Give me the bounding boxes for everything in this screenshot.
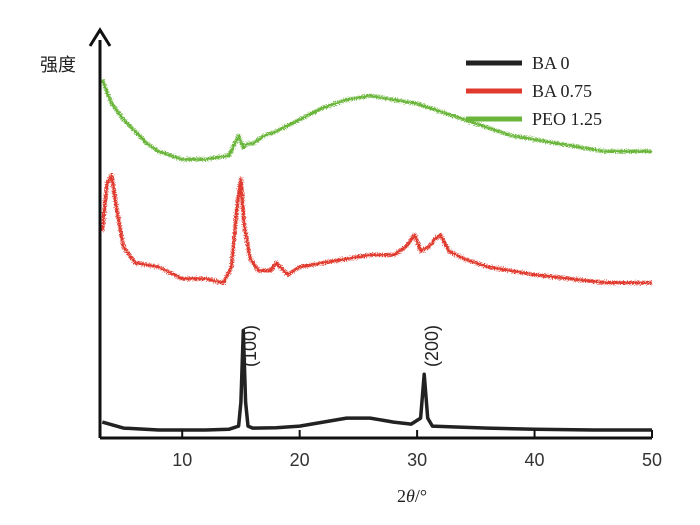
- y-axis-arrow-icon: [88, 27, 112, 47]
- x-tick-label: 30: [407, 450, 427, 470]
- legend: BA 0 BA 0.75 PEO 1.25: [466, 53, 602, 129]
- x-axis-label-prefix: 2: [397, 486, 406, 506]
- peak-label: (200): [422, 325, 442, 367]
- series-line-peo-1-25: [100, 79, 652, 162]
- x-axis-label-suffix: /°: [415, 486, 427, 506]
- x-ticks: 10 20 30 40 50: [172, 430, 662, 470]
- series-layer: [100, 79, 652, 432]
- legend-label: PEO 1.25: [532, 109, 602, 129]
- x-axis-label-variable: θ: [406, 486, 415, 506]
- x-tick-label: 50: [642, 450, 662, 470]
- series-line-ba-0-75: [100, 173, 652, 285]
- x-tick-label: 40: [525, 450, 545, 470]
- axes: 10 20 30 40 50: [88, 27, 662, 470]
- x-tick-label: 20: [290, 450, 310, 470]
- x-tick-label: 10: [172, 450, 192, 470]
- legend-label: BA 0: [532, 53, 570, 73]
- y-axis-label: 强度: [40, 55, 76, 76]
- series-line-ba-0: [101, 328, 652, 432]
- peak-label: (100): [240, 325, 260, 367]
- legend-label: BA 0.75: [532, 81, 592, 101]
- peak-annotations: (100) (200): [240, 325, 442, 367]
- x-axis-label: 2θ/°: [397, 486, 427, 506]
